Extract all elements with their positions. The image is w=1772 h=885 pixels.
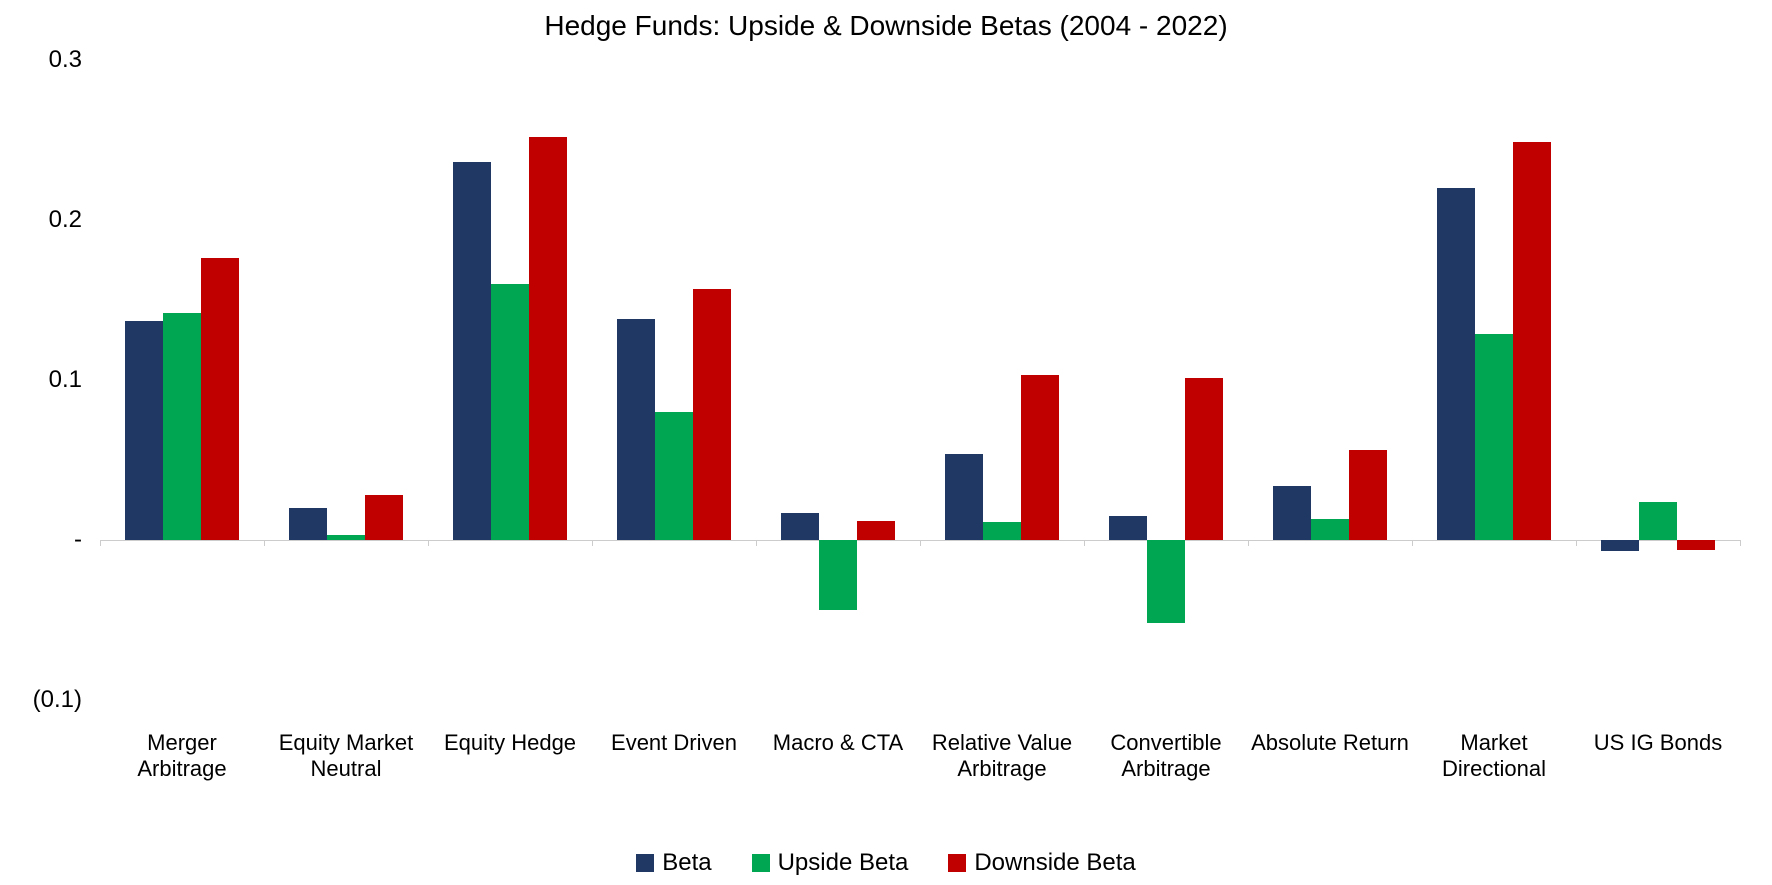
bar (1021, 375, 1059, 540)
category-label: Macro & CTA (753, 730, 923, 756)
bar (857, 521, 895, 540)
x-tick (1084, 540, 1085, 546)
legend-item: Downside Beta (948, 849, 1135, 877)
legend-item: Upside Beta (752, 849, 909, 877)
x-tick (592, 540, 593, 546)
bar (945, 454, 983, 540)
bar (529, 137, 567, 540)
bar (1349, 450, 1387, 540)
bar (1311, 519, 1349, 540)
legend-label: Beta (662, 849, 711, 877)
legend: Beta Upside Beta Downside Beta (0, 849, 1772, 877)
x-tick (1576, 540, 1577, 546)
category-label: Equity MarketNeutral (261, 730, 431, 783)
bar (327, 535, 365, 540)
y-axis-tick-label: 0.2 (2, 206, 82, 234)
x-tick (756, 540, 757, 546)
bar (365, 495, 403, 540)
bar (655, 412, 693, 540)
x-tick (920, 540, 921, 546)
bar (1601, 540, 1639, 551)
category-label: Event Driven (589, 730, 759, 756)
legend-swatch (948, 854, 966, 872)
bar (1109, 516, 1147, 540)
bar (201, 258, 239, 540)
legend-label: Upside Beta (778, 849, 909, 877)
x-tick (1740, 540, 1741, 546)
category-label: US IG Bonds (1573, 730, 1743, 756)
category-label: ConvertibleArbitrage (1081, 730, 1251, 783)
x-tick (1248, 540, 1249, 546)
legend-item: Beta (636, 849, 711, 877)
bar (1513, 142, 1551, 540)
y-axis-tick-label: - (2, 526, 82, 554)
x-tick (428, 540, 429, 546)
bar (125, 321, 163, 540)
chart-title: Hedge Funds: Upside & Downside Betas (20… (0, 10, 1772, 42)
bar (983, 522, 1021, 540)
category-label: MarketDirectional (1409, 730, 1579, 783)
bar (453, 162, 491, 540)
category-label: Relative ValueArbitrage (917, 730, 1087, 783)
bar (781, 513, 819, 540)
y-axis-tick-label: (0.1) (2, 686, 82, 714)
bar (617, 319, 655, 540)
bar (819, 540, 857, 610)
bar (1273, 486, 1311, 540)
legend-swatch (752, 854, 770, 872)
bar (1147, 540, 1185, 623)
bar (1677, 540, 1715, 550)
bar (1185, 378, 1223, 540)
bar (289, 508, 327, 540)
legend-label: Downside Beta (974, 849, 1135, 877)
legend-swatch (636, 854, 654, 872)
x-tick (100, 540, 101, 546)
beta-chart: Hedge Funds: Upside & Downside Betas (20… (0, 0, 1772, 885)
y-axis-tick-label: 0.3 (2, 46, 82, 74)
category-label: Absolute Return (1245, 730, 1415, 756)
bar (1639, 502, 1677, 540)
bar (693, 289, 731, 540)
x-tick (264, 540, 265, 546)
x-tick (1412, 540, 1413, 546)
bar (163, 313, 201, 540)
bar (491, 284, 529, 540)
y-axis-tick-label: 0.1 (2, 366, 82, 394)
category-label: MergerArbitrage (97, 730, 267, 783)
bar (1437, 188, 1475, 540)
bar (1475, 334, 1513, 540)
category-label: Equity Hedge (425, 730, 595, 756)
